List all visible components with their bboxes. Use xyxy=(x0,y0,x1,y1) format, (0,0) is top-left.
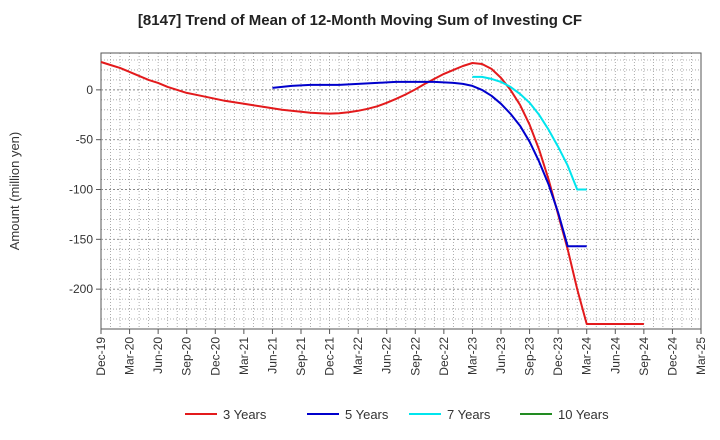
x-tick-label: Mar-22 xyxy=(351,337,365,375)
legend-label: 10 Years xyxy=(558,407,609,422)
grid xyxy=(101,53,701,329)
x-tick-label: Jun-23 xyxy=(494,337,508,374)
y-axis: 0 -50 -100 -150 -200 xyxy=(69,83,701,296)
chart-title: [8147] Trend of Mean of 12-Month Moving … xyxy=(137,12,583,29)
x-tick-label: Dec-23 xyxy=(551,337,565,376)
legend-label: 3 Years xyxy=(223,407,267,422)
legend-label: 5 Years xyxy=(345,407,389,422)
plot-area xyxy=(100,52,702,330)
x-tick-label: Sep-20 xyxy=(180,337,194,376)
y-tick-label: -150 xyxy=(69,232,93,246)
y-axis-title: Amount (million yen) xyxy=(7,132,22,251)
x-tick-label: Mar-23 xyxy=(465,337,479,375)
x-tick-label: Mar-24 xyxy=(580,337,594,375)
legend-label: 7 Years xyxy=(447,407,491,422)
series-line-5-years xyxy=(272,80,587,248)
x-tick-label: Dec-21 xyxy=(323,337,337,376)
x-tick-label: Jun-24 xyxy=(608,337,622,374)
x-tick-label: Mar-20 xyxy=(123,337,137,375)
x-axis: Dec-19 Mar-20 Jun-20 Sep-20 Dec-20 Mar-21 Jun-… xyxy=(94,329,708,376)
y-tick-label: -200 xyxy=(69,282,93,296)
series-line-3-years xyxy=(100,61,644,325)
x-tick-label: Sep-22 xyxy=(408,337,422,376)
y-tick-label: -100 xyxy=(69,183,93,197)
y-tick-label: 0 xyxy=(86,83,93,97)
x-tick-label: Jun-20 xyxy=(151,337,165,374)
legend: 3 Years 5 Years 7 Years 10 Years xyxy=(185,407,609,422)
series-lines xyxy=(100,61,644,325)
x-tick-label: Dec-19 xyxy=(94,337,108,376)
x-tick-label: Jun-21 xyxy=(265,337,279,374)
x-tick-label: Sep-21 xyxy=(294,337,308,376)
series-line-7-years xyxy=(472,75,587,191)
y-tick-label: -50 xyxy=(76,133,94,147)
x-tick-label: Dec-20 xyxy=(208,337,222,376)
x-tick-label: Sep-24 xyxy=(637,337,651,376)
x-tick-label: Mar-21 xyxy=(237,337,251,375)
x-tick-label: Mar-25 xyxy=(694,337,708,375)
x-tick-label: Jun-22 xyxy=(380,337,394,374)
x-tick-label: Dec-24 xyxy=(665,337,679,376)
x-tick-label: Dec-22 xyxy=(437,337,451,376)
x-tick-label: Sep-23 xyxy=(523,337,537,376)
